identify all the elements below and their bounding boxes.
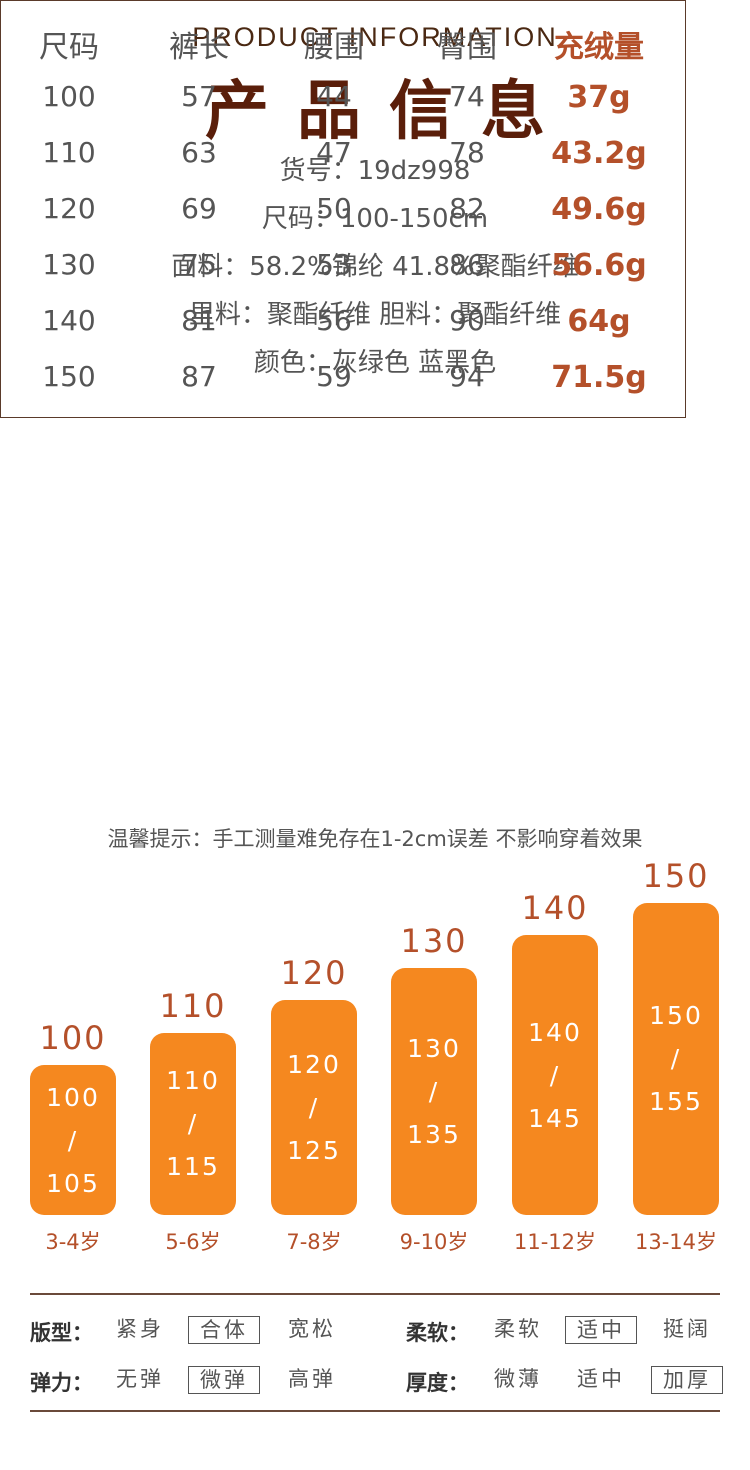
bar-sep: / (428, 1076, 440, 1106)
bar-height-to: 105 (46, 1168, 100, 1198)
bar-sep: / (670, 1044, 682, 1074)
table-cell: 94 (449, 360, 485, 393)
size-label: 110 (159, 986, 227, 1025)
table-cell: 37g (567, 80, 631, 115)
prop-option-elasticity: 无弹 (116, 1367, 164, 1391)
table-cell: 50 (316, 192, 352, 225)
bar-height-to: 125 (287, 1136, 341, 1165)
header-size: 尺码 (39, 30, 99, 65)
table-cell: 140 (42, 304, 96, 337)
prop-option-softness: 柔软 (494, 1317, 542, 1341)
table-cell: 69 (181, 192, 217, 225)
info-fabric: 面料：58.2%锦纶 41.8%聚酯纤维 (171, 252, 579, 282)
table-cell: 56 (316, 304, 352, 337)
table-cell: 150 (42, 360, 96, 393)
prop-option-thickness: 适中 (577, 1367, 625, 1391)
size-label: 100 (39, 1019, 107, 1057)
table-cell: 47 (316, 136, 352, 169)
size-bar: 130 / 135 (391, 967, 477, 1215)
table-cell: 86 (449, 248, 485, 281)
table-cell: 63 (181, 136, 217, 169)
bar-height-to: 145 (528, 1103, 582, 1133)
prop-option-softness: 挺阔 (663, 1317, 711, 1341)
size-bar: 140 / 145 (512, 935, 598, 1215)
size-label: 150 (642, 856, 710, 895)
info-lining: 里料：聚酯纤维 胆料：聚酯纤维 (188, 300, 562, 330)
bar-height-from: 140 (528, 1017, 582, 1047)
size-table: 尺码 裤长 腰围 臀围 充绒量 100 57 44 74 37g 110 63 47 78 43.2g 120… (0, 0, 686, 418)
bar-height-to: 135 (407, 1119, 461, 1149)
table-cell: 100 (42, 80, 96, 113)
title-en: PRODUCT INFORMATION (192, 22, 558, 52)
prop-option-thickness: 微薄 (494, 1367, 542, 1391)
bar-sep: / (549, 1060, 561, 1090)
age-label: 7-8岁 (286, 1230, 342, 1254)
table-cell: 71.5g (551, 360, 647, 395)
divider-top (30, 1293, 720, 1295)
info-item-number: 货号：19dz998 (279, 156, 471, 186)
prop-option-elasticity: 微弹 (188, 1366, 260, 1394)
title-cn: 产品信息 (205, 75, 573, 149)
header-pants-length: 裤长 (169, 30, 229, 65)
table-cell: 64g (567, 304, 631, 339)
bar-height-from: 130 (407, 1033, 461, 1063)
table-cell: 43.2g (551, 136, 647, 171)
table-cell: 53 (316, 248, 352, 281)
table-cell: 130 (42, 248, 96, 281)
table-cell: 75 (181, 248, 217, 281)
age-label: 5-6岁 (165, 1230, 221, 1254)
prop-option-fit: 宽松 (288, 1317, 336, 1341)
size-bar: 110 / 115 (150, 1032, 236, 1215)
bar-height-to: 115 (166, 1152, 220, 1182)
header-waist: 腰围 (304, 30, 364, 65)
age-label: 13-14岁 (634, 1230, 718, 1254)
bar-height-from: 120 (287, 1050, 341, 1079)
table-cell: 81 (181, 304, 217, 337)
table-cell: 59 (316, 360, 352, 393)
size-label: 130 (400, 921, 468, 960)
table-cell: 44 (316, 80, 352, 113)
prop-label-fit: 版型： (30, 1321, 93, 1345)
bar-sep: / (308, 1093, 320, 1122)
prop-option-thickness: 加厚 (651, 1366, 723, 1394)
table-cell: 49.6g (551, 192, 647, 227)
age-label: 9-10岁 (399, 1230, 469, 1254)
measurement-tip: 温馨提示：手工测量难免存在1-2cm误差 不影响穿着效果 (107, 827, 643, 851)
size-bar: 150 / 155 (633, 902, 719, 1215)
prop-option-fit: 紧身 (116, 1317, 164, 1341)
bar-height-from: 100 (46, 1082, 100, 1112)
prop-option-elasticity: 高弹 (288, 1367, 336, 1391)
info-colors: 颜色：灰绿色 蓝黑色 (253, 348, 497, 378)
header-hip: 臀围 (437, 30, 497, 65)
table-cell: 56.6g (551, 248, 647, 283)
prop-label-thickness: 厚度： (406, 1371, 469, 1395)
divider-bottom (30, 1410, 720, 1412)
prop-label-elasticity: 弹力： (30, 1371, 93, 1395)
header-down-fill: 充绒量 (554, 30, 644, 65)
table-cell: 120 (42, 192, 96, 225)
table-cell: 82 (449, 192, 485, 225)
prop-option-fit: 合体 (188, 1316, 260, 1344)
size-bar: 100 / 105 (30, 1065, 116, 1215)
table-cell: 87 (181, 360, 217, 393)
bar-height-from: 150 (649, 1001, 703, 1031)
info-size-range: 尺码：100-150cm (261, 204, 489, 234)
age-label: 11-12岁 (513, 1230, 597, 1254)
size-label: 140 (521, 889, 589, 927)
bar-height-to: 155 (649, 1087, 703, 1117)
table-cell: 78 (449, 136, 485, 169)
prop-label-softness: 柔软： (406, 1321, 469, 1345)
table-cell: 57 (181, 80, 217, 113)
table-cell: 74 (449, 80, 485, 113)
bar-height-from: 110 (166, 1066, 220, 1096)
prop-option-softness: 适中 (565, 1316, 637, 1344)
table-cell: 110 (42, 136, 96, 169)
bar-sep: / (67, 1125, 79, 1155)
size-label: 120 (280, 954, 348, 992)
size-bar: 120 / 125 (271, 1000, 357, 1215)
age-label: 3-4岁 (45, 1230, 101, 1254)
bar-sep: / (187, 1109, 199, 1139)
table-cell: 90 (449, 304, 485, 337)
